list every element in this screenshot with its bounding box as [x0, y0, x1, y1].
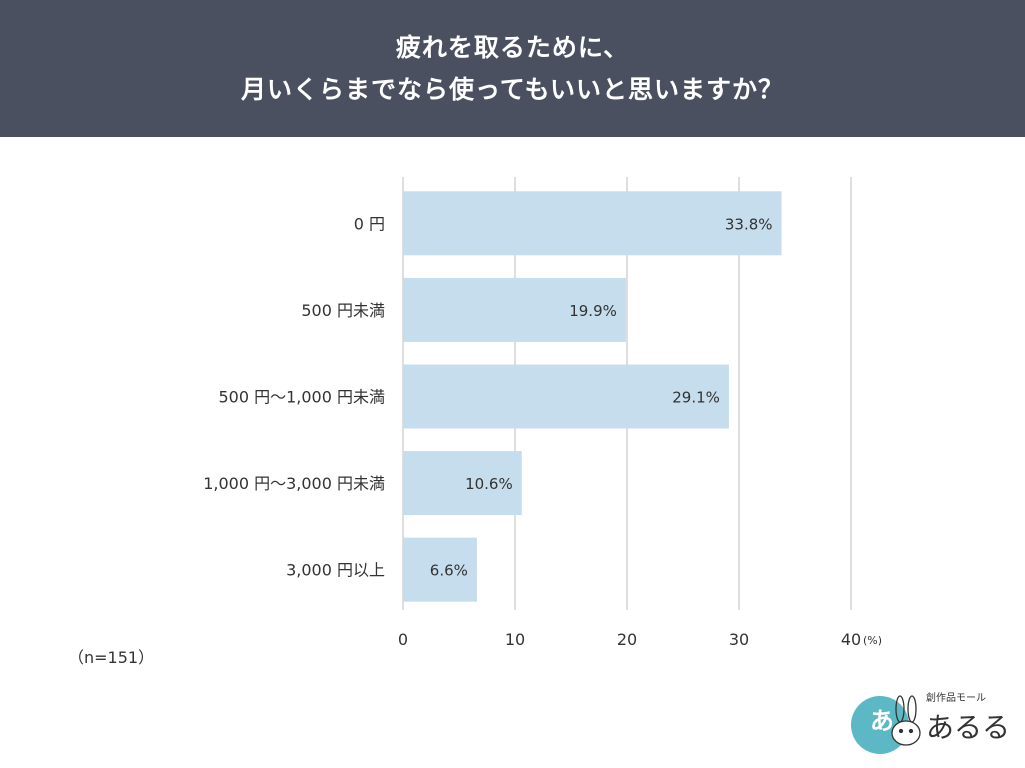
- rabbit-icon: [891, 695, 921, 746]
- data-label: 29.1%: [672, 389, 720, 407]
- data-label: 10.6%: [465, 475, 513, 493]
- bar: [403, 277, 626, 342]
- category-label: 0 円: [354, 214, 385, 233]
- x-axis-unit: (%): [863, 634, 882, 647]
- x-tick-label: 0: [398, 630, 408, 649]
- data-label: 33.8%: [725, 215, 773, 233]
- data-label: 6.6%: [430, 562, 468, 580]
- logo-tagline: 創作品モール: [926, 692, 986, 704]
- category-label: 1,000 円～3,000 円未満: [203, 474, 385, 493]
- x-tick-label: 40: [841, 630, 861, 649]
- category-label: 500 円未満: [301, 301, 385, 320]
- data-label: 19.9%: [569, 302, 617, 320]
- bar: [403, 191, 782, 256]
- chart-title-line2: 月いくらまでなら使ってもいいと思いますか？: [240, 74, 784, 104]
- x-tick-label: 20: [617, 630, 637, 649]
- x-tick-label: 10: [505, 630, 525, 649]
- bar: [403, 537, 477, 602]
- bar: [403, 364, 729, 429]
- category-label: 3,000 円以上: [286, 561, 385, 580]
- brand-logo: あ 創作品モール あるる: [851, 692, 1010, 754]
- bar: [403, 451, 522, 516]
- x-tick-label: 30: [729, 630, 749, 649]
- category-label: 500 円～1,000 円未満: [218, 388, 385, 407]
- chart-title-line1: 疲れを取るために、: [395, 32, 630, 62]
- logo-name: あるる: [926, 711, 1010, 744]
- sample-size-note: （n=151）: [68, 648, 155, 667]
- bar-chart: 0 10 20 30 40 (%) 0 円 33.8% 500 円未満 19.9% 500 円～1,…: [203, 177, 882, 649]
- logo-badge-char: あ: [870, 707, 894, 735]
- chart-header: 疲れを取るために、 月いくらまでなら使ってもいいと思いますか？: [0, 0, 1025, 137]
